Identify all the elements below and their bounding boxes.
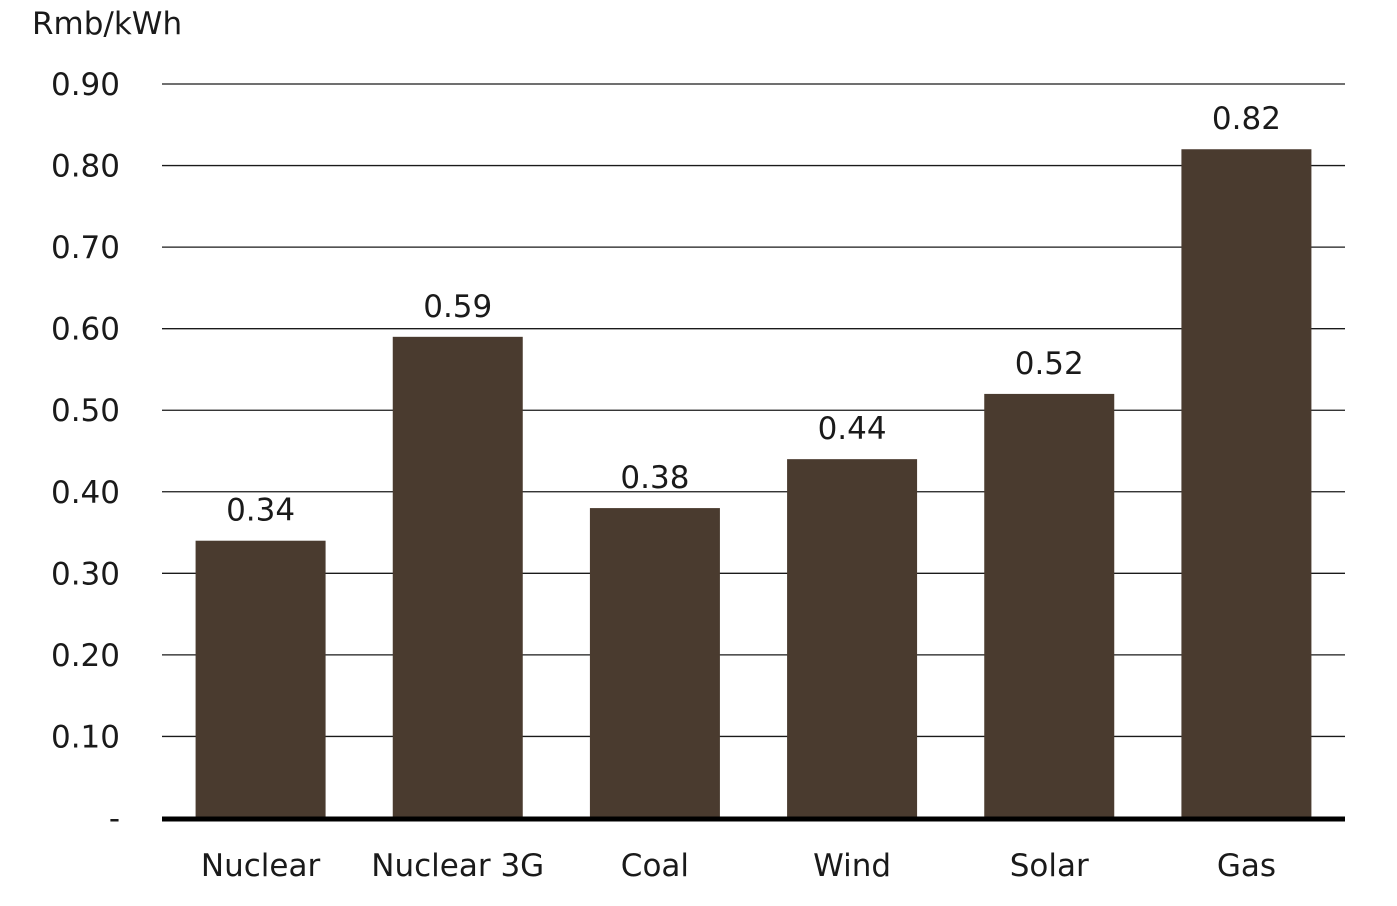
bar — [787, 459, 918, 818]
bar — [589, 508, 720, 818]
gridlines — [162, 83, 1345, 738]
y-tick-label: 0.20 — [51, 638, 120, 674]
y-axis-ticks: - 0.10 0.20 0.30 0.40 0.50 0.60 0.70 0.80 0.90 — [51, 67, 120, 837]
x-tick-label: Nuclear — [201, 848, 321, 884]
bar — [984, 393, 1115, 818]
bar — [195, 540, 326, 818]
x-tick-label: Gas — [1217, 848, 1276, 884]
x-tick-label: Coal — [621, 848, 689, 884]
bar — [1181, 149, 1312, 818]
y-tick-label: 0.10 — [51, 719, 120, 755]
y-axis-unit-label: Rmb/kWh — [32, 6, 183, 42]
y-tick-label: 0.90 — [51, 67, 120, 103]
value-label: 0.34 — [226, 493, 295, 529]
x-tick-label: Wind — [813, 848, 891, 884]
y-tick-label: 0.40 — [51, 475, 120, 511]
y-tick-label: 0.60 — [51, 312, 120, 348]
bars — [195, 149, 1312, 818]
value-label: 0.52 — [1015, 346, 1084, 382]
y-tick-label: 0.80 — [51, 149, 120, 185]
x-tick-label: Nuclear 3G — [371, 848, 544, 884]
y-tick-label: 0.70 — [51, 230, 120, 266]
y-tick-label: 0.50 — [51, 393, 120, 429]
bar — [392, 336, 523, 818]
x-axis-ticks: Nuclear Nuclear 3G Coal Wind Solar Gas — [201, 848, 1276, 884]
x-tick-label: Solar — [1010, 848, 1089, 884]
value-label: 0.38 — [620, 460, 689, 496]
value-label: 0.82 — [1212, 101, 1281, 137]
y-tick-label: - — [109, 801, 120, 837]
value-label: 0.59 — [423, 289, 492, 325]
value-label: 0.44 — [818, 411, 887, 447]
y-tick-label: 0.30 — [51, 556, 120, 592]
value-labels: 0.34 0.59 0.38 0.44 0.52 0.82 — [226, 101, 1281, 528]
